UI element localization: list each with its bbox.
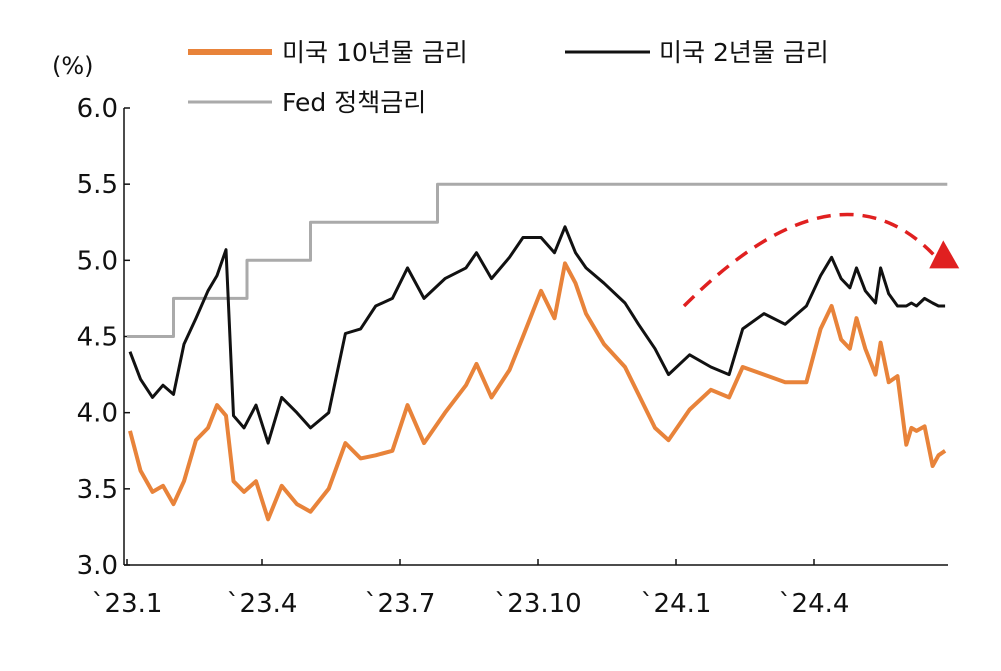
y-tick-label: 3.0 — [77, 551, 118, 581]
line-fed — [127, 182, 948, 338]
annotation-group — [682, 212, 960, 308]
legend-label-fed: Fed 정책금리 — [282, 88, 426, 117]
x-tick-label: `23.4 — [227, 589, 298, 619]
series-group — [127, 182, 948, 522]
legend-label-10y: 미국 10년물 금리 — [282, 38, 468, 67]
line-2y — [128, 225, 946, 445]
x-tick-label: `23.7 — [365, 589, 436, 619]
legend-label-2y: 미국 2년물 금리 — [659, 38, 829, 67]
y-tick-label: 6.0 — [77, 94, 118, 124]
line-10y — [128, 261, 947, 522]
x-tick-label: `23.10 — [494, 589, 581, 619]
trend-arrow-head — [929, 240, 960, 269]
y-tick-label: 5.0 — [77, 246, 118, 276]
x-tick-label: `23.1 — [92, 589, 163, 619]
y-unit-label: (%) — [52, 52, 94, 80]
y-axis-ticks: 6.0 5.5 5.0 4.5 4.0 3.5 3.0 — [77, 94, 130, 581]
trend-arrow-curve — [682, 212, 935, 308]
y-tick-label: 4.5 — [77, 323, 118, 353]
y-tick-label: 3.5 — [77, 475, 118, 505]
x-tick-label: `24.1 — [641, 589, 712, 619]
y-tick-label: 4.0 — [77, 399, 118, 429]
x-tick-label: `24.4 — [779, 589, 850, 619]
y-tick-label: 5.5 — [77, 170, 118, 200]
x-axis-ticks: `23.1 `23.4 `23.7 `23.10 `24.1 `24.4 — [92, 559, 850, 619]
chart-legend: 미국 10년물 금리 미국 2년물 금리 Fed 정책금리 — [188, 38, 829, 117]
